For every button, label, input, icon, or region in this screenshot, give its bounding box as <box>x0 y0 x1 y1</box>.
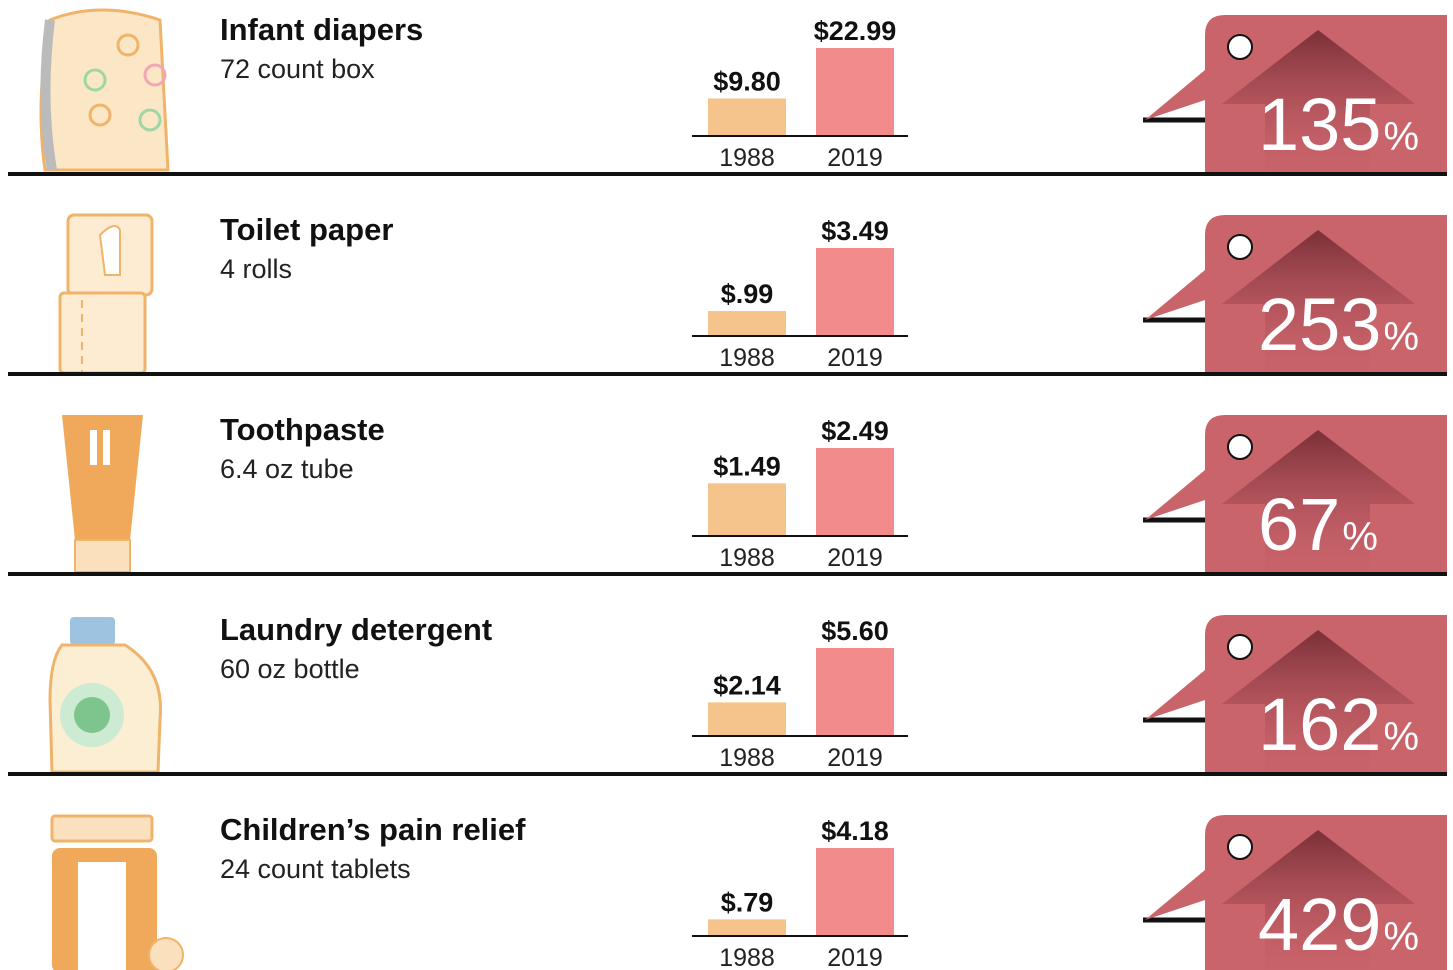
tag-hole <box>1228 35 1252 59</box>
tag-hole <box>1228 435 1252 459</box>
tag-hole <box>1228 235 1252 259</box>
change-unit: % <box>1383 715 1419 759</box>
bar <box>816 448 894 536</box>
change-value: 67 <box>1258 483 1340 566</box>
bar <box>708 98 786 136</box>
item-subtitle: 60 oz bottle <box>220 654 360 684</box>
price-tag: 162% <box>1143 615 1447 774</box>
value-label: $4.18 <box>821 816 889 846</box>
tag-hole <box>1228 835 1252 859</box>
item-title: Toilet paper <box>220 212 393 247</box>
year-label: 1988 <box>719 344 775 372</box>
bar <box>816 648 894 736</box>
item-subtitle: 24 count tablets <box>220 854 411 884</box>
bar <box>816 848 894 936</box>
value-label: $22.99 <box>814 16 897 46</box>
value-label: $.79 <box>721 887 774 917</box>
change-value: 429 <box>1258 883 1381 966</box>
year-label: 1988 <box>719 544 775 572</box>
year-label: 2019 <box>827 944 883 970</box>
bar-chart: $2.14 1988 $5.60 2019 <box>692 616 908 772</box>
year-label: 1988 <box>719 144 775 172</box>
infographic: Infant diapers 72 count box $9.80 1988 $22.9… <box>0 0 1453 970</box>
year-label: 2019 <box>827 544 883 572</box>
change-unit: % <box>1383 915 1419 959</box>
item-title: Children’s pain relief <box>220 812 526 847</box>
value-label: $2.49 <box>821 416 889 446</box>
diaper-icon <box>41 10 168 170</box>
detergent-icon <box>50 617 161 772</box>
year-label: 2019 <box>827 744 883 772</box>
value-label: $9.80 <box>713 66 781 96</box>
year-label: 1988 <box>719 944 775 970</box>
bar-chart: $.79 1988 $4.18 2019 <box>692 816 908 970</box>
value-label: $1.49 <box>713 451 781 481</box>
bar-chart: $.99 1988 $3.49 2019 <box>692 216 908 372</box>
price-tag: 253% <box>1143 215 1447 374</box>
year-label: 1988 <box>719 744 775 772</box>
bar-chart: $9.80 1988 $22.99 2019 <box>692 16 908 172</box>
year-label: 2019 <box>827 344 883 372</box>
item-subtitle: 72 count box <box>220 54 375 84</box>
change-value: 135 <box>1258 83 1381 166</box>
price-tag: 135% <box>1143 15 1447 174</box>
bar <box>708 483 786 536</box>
year-label: 2019 <box>827 144 883 172</box>
value-label: $2.14 <box>713 670 781 700</box>
bar-chart: $1.49 1988 $2.49 2019 <box>692 416 908 572</box>
bar <box>708 311 786 336</box>
tag-hole <box>1228 635 1252 659</box>
change-value: 253 <box>1258 283 1381 366</box>
bar <box>816 48 894 136</box>
value-label: $5.60 <box>821 616 889 646</box>
change-unit: % <box>1383 315 1419 359</box>
change-unit: % <box>1342 515 1378 559</box>
change-value: 162 <box>1258 683 1381 766</box>
item-subtitle: 6.4 oz tube <box>220 454 354 484</box>
item-title: Infant diapers <box>220 12 423 47</box>
price-tag: 67% <box>1143 415 1447 574</box>
pain-relief-icon <box>52 816 183 970</box>
change-unit: % <box>1383 115 1419 159</box>
toothpaste-icon <box>62 415 143 572</box>
bar <box>816 248 894 336</box>
value-label: $.99 <box>721 279 774 309</box>
item-subtitle: 4 rolls <box>220 254 292 284</box>
price-tag: 429% <box>1143 815 1447 970</box>
item-title: Laundry detergent <box>220 612 492 647</box>
value-label: $3.49 <box>821 216 889 246</box>
toilet-paper-icon <box>60 215 152 373</box>
item-title: Toothpaste <box>220 412 385 447</box>
bar <box>708 919 786 936</box>
bar <box>708 702 786 736</box>
